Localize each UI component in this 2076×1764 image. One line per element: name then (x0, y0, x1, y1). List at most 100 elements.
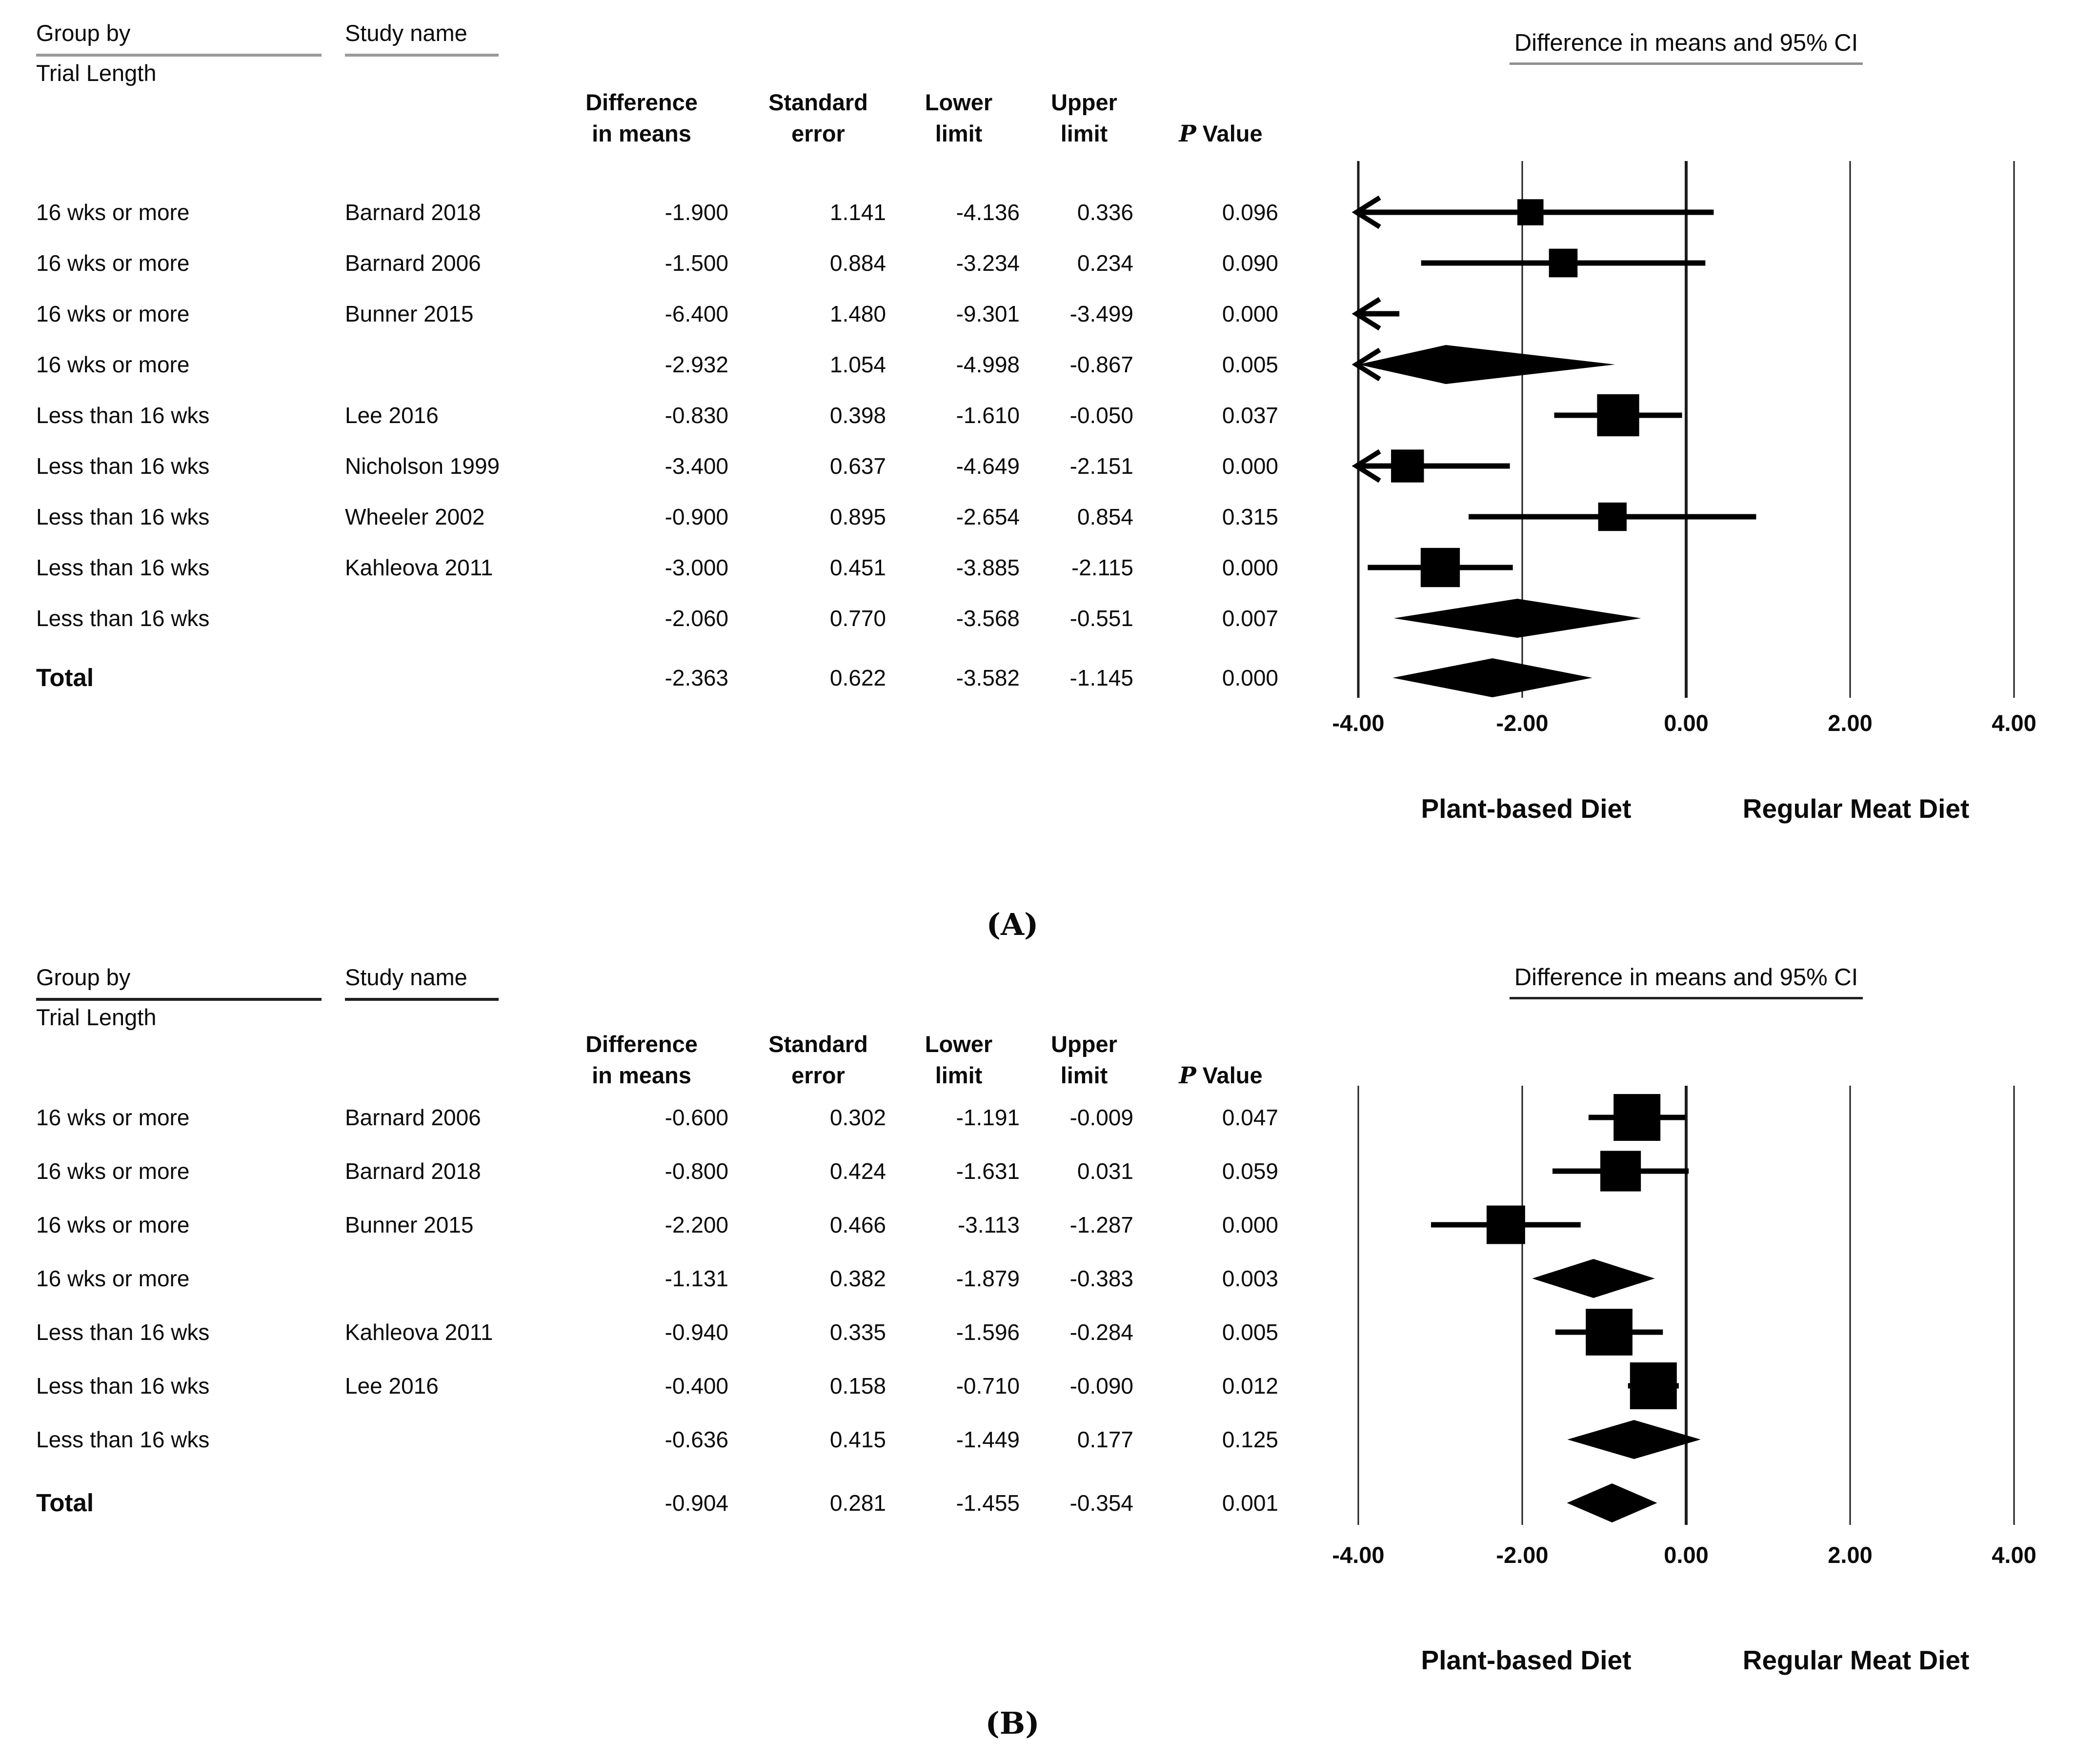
row-value: 0.451 (829, 555, 886, 580)
panel-a-colhead-upper: Upper limit (1051, 89, 1117, 146)
row-value: -3.885 (956, 555, 1020, 580)
panel-b-colhead-pvalue: P Value (1179, 1062, 1263, 1089)
group-by-label: Group by (36, 20, 322, 57)
row-value: -1.879 (956, 1266, 1020, 1291)
row-group-label: Less than 16 wks (36, 403, 210, 428)
x-tick-label: 0.00 (1664, 710, 1709, 736)
row-value: 0.001 (1222, 1490, 1278, 1516)
row-value: 1.141 (829, 200, 886, 225)
row-value: 0.007 (1222, 606, 1278, 631)
row-value: 0.000 (1222, 555, 1278, 580)
panel-a-forest-plot (1351, 161, 2015, 698)
subtotal-diamond (1567, 1420, 1701, 1459)
panel-a-colhead-diff: Difference in means (585, 89, 698, 146)
x-tick-label: 4.00 (1992, 1542, 2036, 1568)
row-value: 0.234 (1077, 250, 1133, 276)
row-study-label: Lee 2016 (345, 403, 439, 428)
x-tick-label: -4.00 (1332, 710, 1385, 736)
row-value: 0.335 (829, 1319, 886, 1345)
row-group-label: Total (36, 664, 94, 691)
row-value: -1.900 (665, 200, 728, 225)
row-value: -3.000 (665, 555, 728, 580)
row-value: -1.287 (1069, 1212, 1133, 1237)
row-value: -6.400 (665, 301, 728, 326)
point-estimate-square (1597, 394, 1639, 437)
row-value: 0.895 (829, 504, 886, 529)
row-value: -4.136 (956, 200, 1020, 225)
x-tick-label: -2.00 (1496, 710, 1549, 736)
row-value: 0.000 (1222, 453, 1278, 479)
row-value: 0.000 (1222, 665, 1278, 690)
panel-a-colhead-pvalue: P Value (1179, 121, 1263, 147)
x-tick-label: 2.00 (1828, 710, 1873, 736)
row-value: -1.610 (956, 403, 1020, 428)
row-value: 0.096 (1222, 200, 1278, 225)
group-by-label: Group by (36, 964, 322, 1001)
row-value: 0.090 (1222, 250, 1278, 276)
row-value: -0.400 (665, 1373, 728, 1399)
row-value: -1.455 (956, 1490, 1020, 1516)
row-group-label: Less than 16 wks (36, 606, 210, 631)
x-tick-label: 2.00 (1828, 1542, 1873, 1568)
row-study-label: Barnard 2018 (345, 1158, 481, 1184)
panel-b-forest-plot (1357, 1086, 2015, 1525)
row-value: 0.037 (1222, 403, 1278, 428)
row-value: 0.854 (1077, 504, 1133, 529)
trial-length-label: Trial Length (36, 60, 157, 86)
row-value: 0.158 (829, 1373, 886, 1399)
row-value: -0.600 (665, 1105, 728, 1130)
row-value: 0.315 (1222, 504, 1278, 529)
row-value: -9.301 (956, 301, 1020, 326)
row-study-label: Bunner 2015 (345, 301, 474, 326)
row-value: 0.622 (829, 665, 886, 690)
row-value: 0.000 (1222, 301, 1278, 326)
subtotal-diamond (1358, 345, 1615, 384)
point-estimate-square (1600, 1151, 1641, 1192)
row-study-label: Barnard 2006 (345, 1105, 481, 1130)
row-value: 0.637 (829, 453, 886, 479)
row-value: -1.500 (665, 250, 728, 276)
row-value: 0.047 (1222, 1105, 1278, 1130)
total-diamond (1392, 658, 1592, 697)
row-value: 0.466 (829, 1212, 886, 1237)
panel-a-colhead-se: Standard error (768, 89, 868, 146)
row-value: -0.904 (665, 1490, 728, 1516)
row-value: -2.932 (665, 352, 728, 377)
row-value: -0.940 (665, 1319, 728, 1345)
row-value: -2.060 (665, 606, 728, 631)
row-value: 0.415 (829, 1427, 886, 1452)
row-value: -0.710 (956, 1373, 1020, 1399)
row-study-label: Barnard 2006 (345, 250, 481, 276)
row-value: 0.398 (829, 403, 886, 428)
point-estimate-square (1598, 502, 1627, 531)
row-value: -0.551 (1069, 606, 1133, 631)
row-value: 0.336 (1077, 200, 1133, 225)
point-estimate-square (1586, 1309, 1633, 1356)
row-study-label: Kahleova 2011 (345, 555, 493, 580)
row-value: -0.867 (1069, 352, 1133, 377)
x-tick-label: 4.00 (1992, 710, 2036, 736)
row-value: -3.400 (665, 453, 728, 479)
row-group-label: 16 wks or more (36, 1266, 190, 1291)
row-group-label: Less than 16 wks (36, 1319, 210, 1345)
row-value: -0.830 (665, 403, 728, 428)
left-clip-arrow (1351, 195, 1381, 229)
row-value: -1.191 (956, 1105, 1020, 1130)
row-value: -0.354 (1069, 1490, 1133, 1516)
row-value: 0.005 (1222, 352, 1278, 377)
row-value: 1.054 (829, 352, 886, 377)
panel-a-left-direction-label: Plant-based Diet (1421, 793, 1632, 824)
panel-b-left-direction-label: Plant-based Diet (1421, 1645, 1632, 1675)
row-value: -0.636 (665, 1427, 728, 1452)
row-value: 1.480 (829, 301, 886, 326)
panel-b-caption: (B) (985, 1705, 1040, 1741)
row-value: 0.059 (1222, 1158, 1278, 1184)
row-value: 0.177 (1077, 1427, 1133, 1452)
row-study-label: Nicholson 1999 (345, 453, 500, 479)
row-study-label: Wheeler 2002 (345, 504, 485, 529)
point-estimate-square (1391, 449, 1424, 483)
row-value: 0.281 (829, 1490, 886, 1516)
point-estimate-square (1630, 1362, 1677, 1409)
panel-b-plot-title: Difference in means and 95% CI (1345, 964, 2028, 999)
